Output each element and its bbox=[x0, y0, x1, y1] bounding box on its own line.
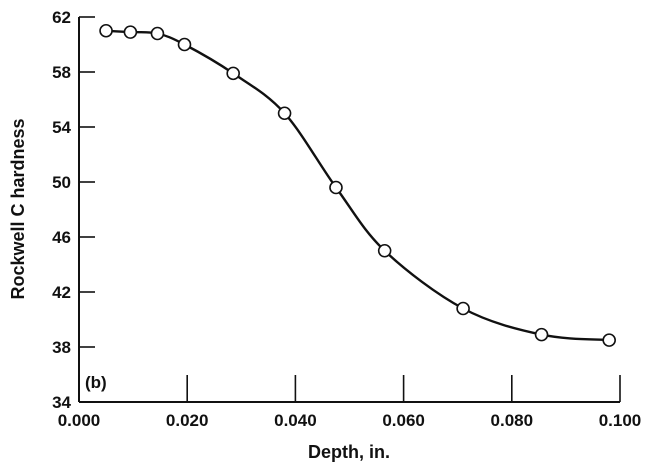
x-axis-title: Depth, in. bbox=[308, 442, 390, 462]
data-point bbox=[377, 243, 392, 258]
x-tick-label: 0.060 bbox=[382, 411, 425, 430]
y-tick-label: 54 bbox=[52, 118, 71, 137]
y-tick-label: 42 bbox=[52, 283, 71, 302]
y-ticks: 34 38 42 46 50 54 58 62 bbox=[52, 8, 95, 412]
data-point bbox=[150, 26, 165, 41]
data-point bbox=[277, 106, 292, 121]
x-ticks: 0.000 0.020 0.040 0.060 0.080 0.100 bbox=[58, 375, 642, 430]
hardness-curve bbox=[105, 29, 610, 342]
panel-label: (b) bbox=[85, 373, 107, 392]
x-tick-label: 0.080 bbox=[491, 411, 534, 430]
data-point bbox=[123, 25, 138, 39]
data-point bbox=[226, 66, 240, 81]
y-tick-label: 50 bbox=[52, 173, 71, 192]
data-point bbox=[456, 301, 470, 316]
y-tick-label: 62 bbox=[52, 8, 71, 27]
x-tick-label: 0.020 bbox=[166, 411, 209, 430]
y-tick-label: 34 bbox=[52, 393, 71, 412]
y-axis-title: Rockwell C hardness bbox=[8, 118, 28, 299]
data-point bbox=[602, 333, 616, 347]
data-point bbox=[329, 180, 343, 195]
x-tick-label: 0.000 bbox=[58, 411, 101, 430]
data-point bbox=[534, 327, 549, 342]
y-tick-label: 58 bbox=[52, 63, 71, 82]
y-tick-label: 38 bbox=[52, 338, 71, 357]
data-point bbox=[99, 23, 113, 38]
x-tick-label: 0.100 bbox=[599, 411, 642, 430]
axes bbox=[78, 17, 620, 403]
y-tick-label: 46 bbox=[52, 228, 71, 247]
data-point bbox=[177, 37, 192, 52]
data-points bbox=[99, 23, 616, 347]
x-tick-label: 0.040 bbox=[274, 411, 317, 430]
